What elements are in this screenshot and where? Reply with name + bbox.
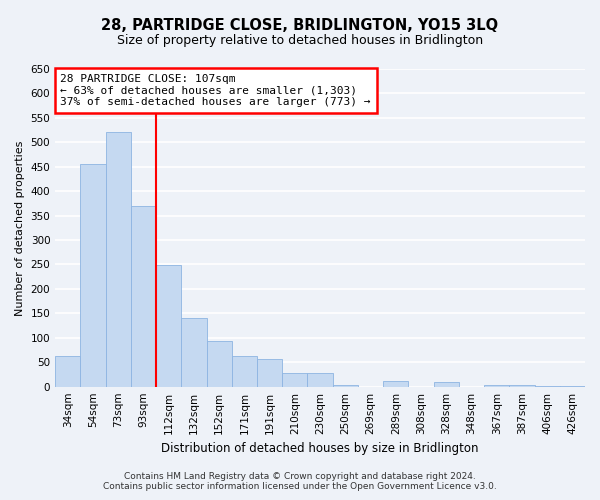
- Bar: [55, 356, 80, 386]
- Text: Contains HM Land Registry data © Crown copyright and database right 2024.
Contai: Contains HM Land Registry data © Crown c…: [103, 472, 497, 491]
- Text: 28, PARTRIDGE CLOSE, BRIDLINGTON, YO15 3LQ: 28, PARTRIDGE CLOSE, BRIDLINGTON, YO15 3…: [101, 18, 499, 32]
- Bar: [257, 359, 282, 386]
- Bar: [332, 385, 358, 386]
- Bar: [434, 382, 459, 386]
- Bar: [206, 341, 232, 386]
- Bar: [484, 384, 509, 386]
- Bar: [307, 374, 332, 386]
- X-axis label: Distribution of detached houses by size in Bridlington: Distribution of detached houses by size …: [161, 442, 479, 455]
- Bar: [106, 132, 131, 386]
- Bar: [156, 266, 181, 386]
- Bar: [181, 318, 206, 386]
- Bar: [232, 356, 257, 386]
- Text: 28 PARTRIDGE CLOSE: 107sqm
← 63% of detached houses are smaller (1,303)
37% of s: 28 PARTRIDGE CLOSE: 107sqm ← 63% of deta…: [61, 74, 371, 107]
- Bar: [131, 206, 156, 386]
- Bar: [282, 374, 307, 386]
- Bar: [509, 385, 535, 386]
- Bar: [383, 381, 409, 386]
- Y-axis label: Number of detached properties: Number of detached properties: [15, 140, 25, 316]
- Bar: [80, 164, 106, 386]
- Text: Size of property relative to detached houses in Bridlington: Size of property relative to detached ho…: [117, 34, 483, 47]
